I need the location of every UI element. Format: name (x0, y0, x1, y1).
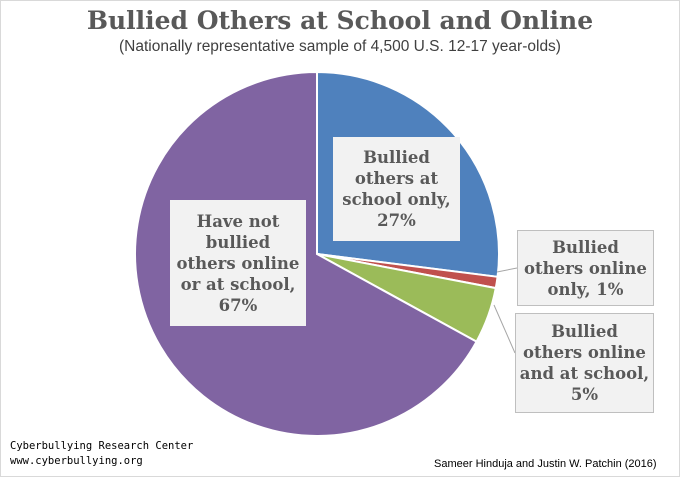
footer-url: www.cyberbullying.org (10, 455, 143, 467)
chart-title: Bullied Others at School and Online (86, 6, 594, 35)
slice-label-not-bullied: Have not bullied others online or at sch… (170, 200, 306, 326)
footer-org: Cyberbullying Research Center (10, 440, 194, 452)
leader-line-online-and-school (493, 304, 516, 354)
slice-label-online-only: Bullied others online only, 1% (517, 230, 654, 306)
slice-label-online-and-school: Bullied others online and at school, 5% (515, 313, 654, 413)
slice-label-school-only: Bullied others at school only, 27% (333, 137, 460, 241)
footer-authors: Sameer Hinduja and Justin W. Patchin (20… (434, 458, 657, 470)
leader-line-online-only (496, 267, 518, 273)
chart-subtitle: (Nationally representative sample of 4,5… (119, 38, 561, 55)
